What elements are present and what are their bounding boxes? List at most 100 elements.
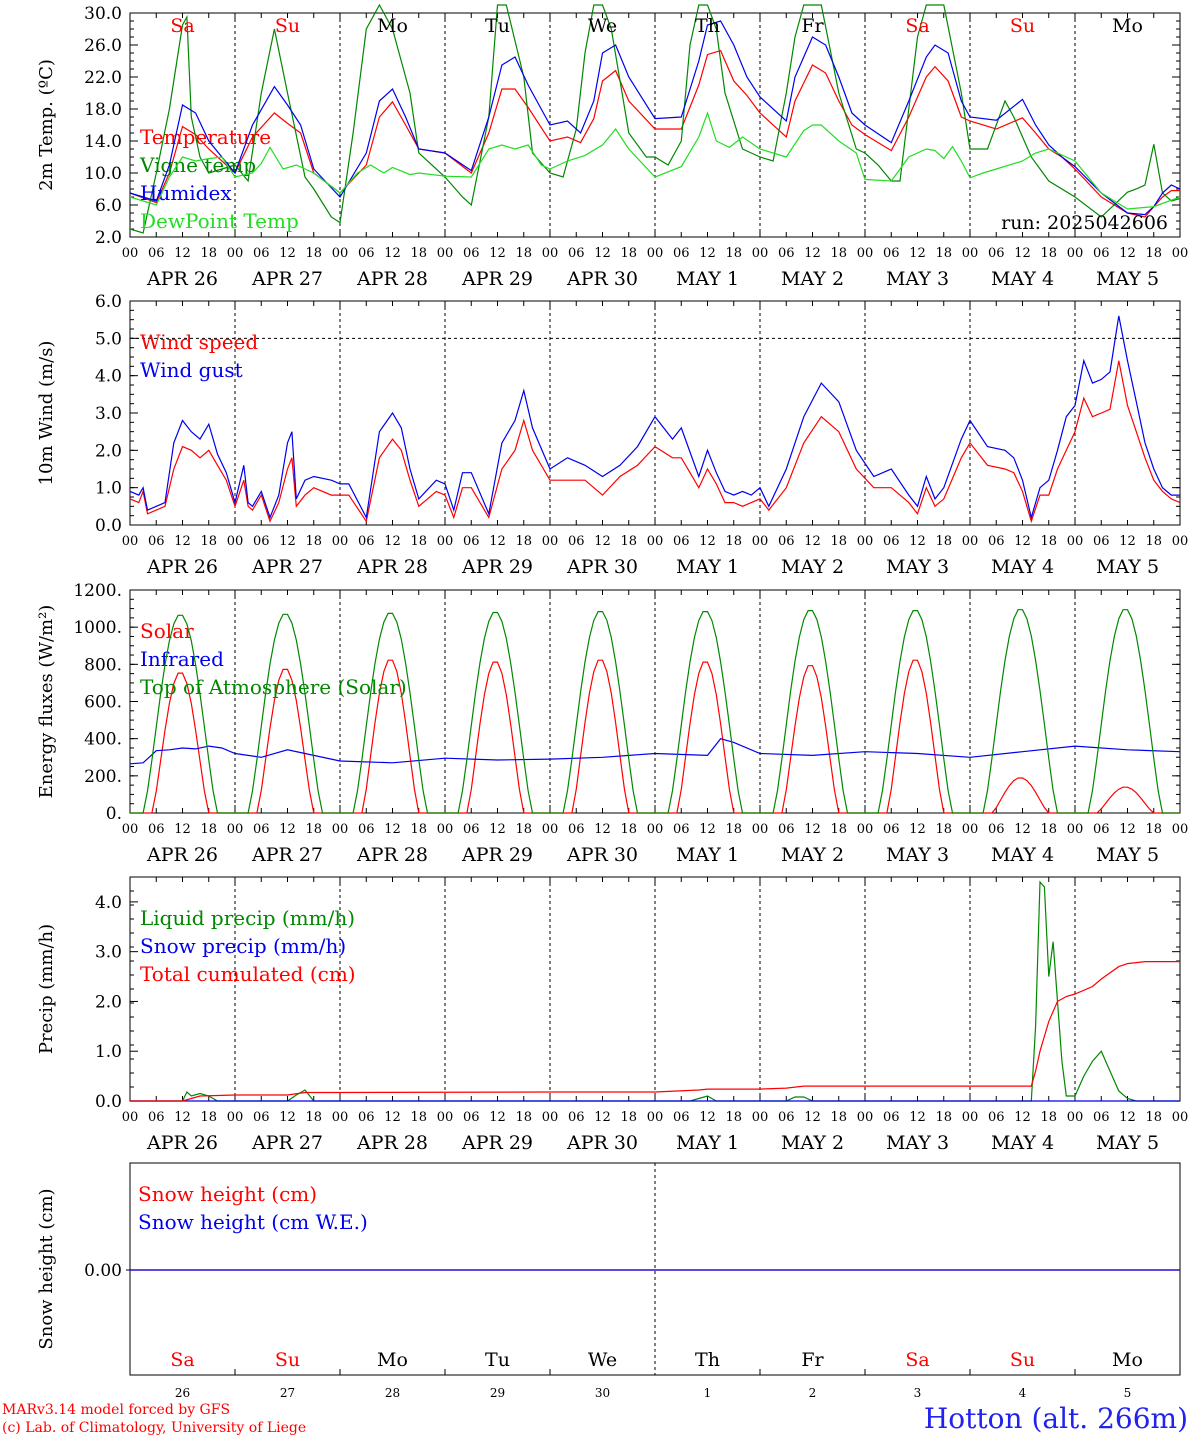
date-label: APR 27 bbox=[251, 268, 323, 290]
hour-label: 00 bbox=[857, 822, 874, 837]
hour-label: 00 bbox=[332, 246, 349, 261]
date-label: MAY 2 bbox=[781, 556, 844, 578]
legend-entry: Top of Atmosphere (Solar) bbox=[140, 675, 407, 699]
hour-label: 06 bbox=[988, 822, 1005, 837]
day-name: Fr bbox=[801, 1349, 824, 1371]
hour-label: 12 bbox=[489, 534, 506, 549]
hour-label: 18 bbox=[620, 1110, 637, 1125]
date-label: APR 26 bbox=[146, 268, 218, 290]
hour-label: 18 bbox=[200, 534, 217, 549]
date-label: MAY 2 bbox=[781, 1132, 844, 1154]
y-tick-label: 800. bbox=[84, 655, 122, 675]
date-label: MAY 3 bbox=[886, 844, 949, 866]
y-tick-label: 4.0 bbox=[95, 893, 122, 913]
hour-label: 00 bbox=[437, 534, 454, 549]
plot-frame-0 bbox=[129, 12, 1181, 238]
y-tick-label: 1200. bbox=[73, 581, 122, 601]
date-label: MAY 4 bbox=[991, 1132, 1054, 1154]
hour-label: 12 bbox=[699, 1110, 716, 1125]
hour-label: 12 bbox=[1119, 822, 1136, 837]
hour-label: 00 bbox=[857, 534, 874, 549]
hour-label: 06 bbox=[778, 246, 795, 261]
hour-label: 06 bbox=[1093, 1110, 1110, 1125]
hour-label: 12 bbox=[909, 1110, 926, 1125]
hour-label: 12 bbox=[594, 1110, 611, 1125]
hour-label: 06 bbox=[253, 1110, 270, 1125]
series-line-wind-speed bbox=[129, 360, 1181, 524]
hour-label: 06 bbox=[148, 246, 165, 261]
date-label: APR 28 bbox=[356, 556, 428, 578]
hour-label: 18 bbox=[305, 1110, 322, 1125]
hour-label: 18 bbox=[200, 1110, 217, 1125]
hour-label: 18 bbox=[200, 246, 217, 261]
day-name: Su bbox=[275, 15, 300, 37]
hour-label: 12 bbox=[594, 534, 611, 549]
y-tick-label: 22.0 bbox=[84, 68, 122, 88]
day-name: Su bbox=[1010, 15, 1035, 37]
y-tick-label: 5.0 bbox=[95, 329, 122, 349]
hour-label: 12 bbox=[279, 534, 296, 549]
series-line-dewpoint-temp bbox=[129, 111, 1181, 210]
hour-label: 00 bbox=[227, 246, 244, 261]
hour-label: 06 bbox=[253, 246, 270, 261]
hour-label: 12 bbox=[489, 1110, 506, 1125]
y-axis-label: 2m Temp. (ºC) bbox=[36, 59, 57, 191]
hour-label: 06 bbox=[673, 1110, 690, 1125]
hour-label: 00 bbox=[122, 822, 139, 837]
hour-label: 18 bbox=[725, 822, 742, 837]
hour-label: 12 bbox=[1119, 246, 1136, 261]
hour-label: 06 bbox=[568, 822, 585, 837]
hour-label: 12 bbox=[594, 822, 611, 837]
hour-label: 18 bbox=[935, 246, 952, 261]
hour-label: 06 bbox=[673, 822, 690, 837]
date-label: APR 27 bbox=[251, 844, 323, 866]
hour-label: 12 bbox=[804, 822, 821, 837]
y-tick-label: 3.0 bbox=[95, 943, 122, 963]
hour-label: 06 bbox=[673, 246, 690, 261]
hour-label: 06 bbox=[778, 822, 795, 837]
y-tick-label: 0. bbox=[106, 804, 122, 824]
hour-label: 06 bbox=[568, 246, 585, 261]
hour-label: 12 bbox=[489, 822, 506, 837]
day-number: 5 bbox=[1124, 1386, 1132, 1400]
hour-label: 18 bbox=[515, 822, 532, 837]
day-name: Sa bbox=[170, 15, 194, 37]
hour-label: 06 bbox=[778, 1110, 795, 1125]
day-name: Mo bbox=[377, 15, 408, 37]
hour-label: 18 bbox=[1040, 246, 1057, 261]
meteogram-chart: 00 06 12 18 00 06 12 18 00 06 12 18 00 06 12 18 00 06 12 18… bbox=[36, 3, 1189, 1400]
credit-line-2: (c) Lab. of Climatology, University of L… bbox=[2, 1420, 307, 1436]
run-annotation: run: 2025042606 bbox=[1001, 212, 1168, 234]
hour-label: 00 bbox=[1172, 822, 1189, 837]
hour-label: 18 bbox=[305, 246, 322, 261]
hour-label: 12 bbox=[384, 822, 401, 837]
hour-label: 06 bbox=[778, 534, 795, 549]
hour-label: 18 bbox=[935, 1110, 952, 1125]
hour-label: 00 bbox=[857, 1110, 874, 1125]
hour-label: 00 bbox=[962, 246, 979, 261]
y-axis-label: 10m Wind (m/s) bbox=[36, 341, 57, 486]
y-tick-label: 18.0 bbox=[84, 100, 122, 120]
y-tick-label: 3.0 bbox=[95, 404, 122, 424]
date-label: MAY 1 bbox=[676, 1132, 739, 1154]
date-label: APR 30 bbox=[566, 556, 638, 578]
date-label: APR 27 bbox=[251, 556, 323, 578]
hour-label: 18 bbox=[410, 534, 427, 549]
hour-label: 18 bbox=[1145, 534, 1162, 549]
hour-label: 06 bbox=[568, 534, 585, 549]
day-number: 26 bbox=[175, 1386, 190, 1400]
day-name: Sa bbox=[905, 15, 929, 37]
series-line-temperature bbox=[129, 49, 1180, 218]
hour-label: 06 bbox=[463, 534, 480, 549]
day-number: 1 bbox=[704, 1386, 712, 1400]
y-tick-label: 0.00 bbox=[84, 1261, 122, 1281]
legend-entry: DewPoint Temp bbox=[140, 209, 299, 233]
day-name: Mo bbox=[377, 1349, 408, 1371]
hour-label: 06 bbox=[988, 246, 1005, 261]
hour-label: 12 bbox=[279, 822, 296, 837]
hour-label: 00 bbox=[542, 1110, 559, 1125]
hour-label: 12 bbox=[1119, 534, 1136, 549]
hour-label: 18 bbox=[515, 1110, 532, 1125]
y-tick-label: 0.0 bbox=[95, 1092, 122, 1112]
hour-label: 00 bbox=[227, 534, 244, 549]
